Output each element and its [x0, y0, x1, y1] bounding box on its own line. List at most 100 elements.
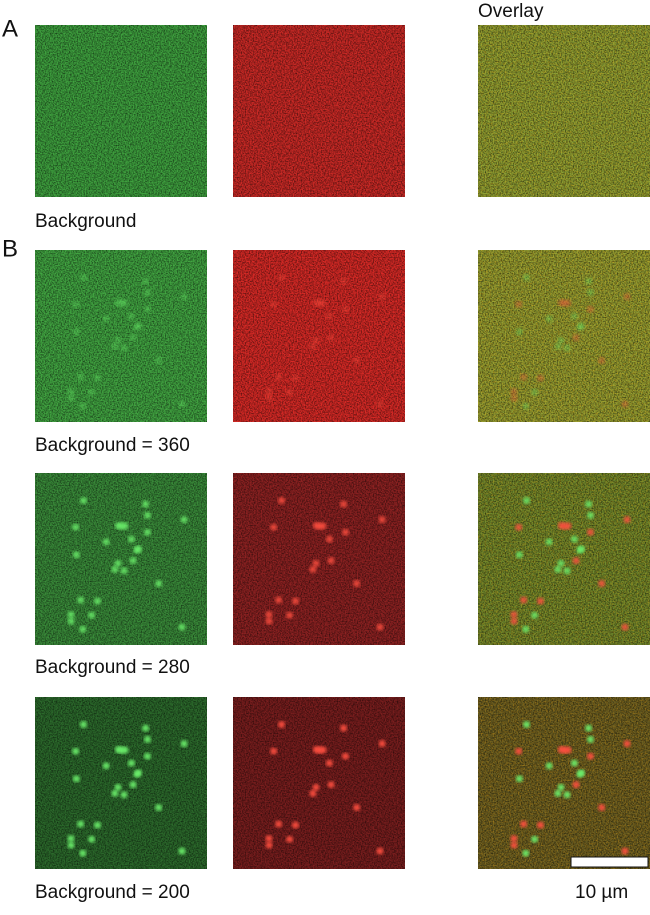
spot [88, 388, 96, 396]
image-texture [35, 697, 207, 869]
spot [515, 523, 523, 531]
spot [621, 400, 629, 408]
spot [291, 821, 299, 829]
spot [265, 835, 273, 843]
micrograph [478, 25, 650, 197]
spot [265, 388, 273, 396]
spot [523, 274, 531, 282]
spot [67, 388, 75, 396]
spot [270, 523, 278, 531]
spot [376, 400, 384, 408]
spot [265, 394, 273, 402]
spot [72, 328, 80, 336]
spot [598, 356, 606, 364]
spot [129, 557, 137, 565]
image-texture [35, 25, 207, 197]
spot [155, 579, 163, 587]
spot [67, 835, 75, 843]
spot [557, 336, 565, 344]
spot [178, 400, 186, 408]
spot [325, 535, 333, 543]
spot [114, 559, 122, 567]
spot [88, 611, 96, 619]
spot [102, 315, 110, 323]
spot [341, 305, 349, 313]
spot [178, 847, 186, 855]
spot [93, 821, 101, 829]
micrograph [478, 697, 650, 869]
spot [143, 752, 151, 760]
spot [545, 538, 553, 546]
panel-label: B [2, 235, 18, 262]
spot [340, 500, 348, 508]
spot [286, 388, 294, 396]
spot [129, 334, 137, 342]
spot [118, 522, 126, 530]
spot [309, 789, 317, 797]
spot [114, 783, 122, 791]
spot [67, 394, 75, 402]
spot [531, 611, 539, 619]
spot [515, 300, 523, 308]
spot [120, 791, 128, 799]
spot [536, 821, 544, 829]
spot [286, 835, 294, 843]
spot [572, 781, 580, 789]
spot [598, 803, 606, 811]
micrograph [233, 473, 405, 645]
spot [623, 516, 631, 524]
spot [561, 522, 569, 530]
spot [523, 497, 531, 505]
spot [80, 721, 88, 729]
spot [127, 312, 135, 320]
spot [586, 752, 594, 760]
spot [127, 759, 135, 767]
spot [67, 841, 75, 849]
spot [265, 617, 273, 625]
spot [67, 617, 75, 625]
spot [570, 535, 578, 543]
spot [316, 522, 324, 530]
spot [621, 847, 629, 855]
spot [621, 623, 629, 631]
spot [143, 305, 151, 313]
spot [143, 511, 151, 519]
spot [570, 759, 578, 767]
spot [72, 551, 80, 559]
spot [515, 551, 523, 559]
spot [522, 849, 530, 857]
spot [79, 625, 87, 633]
image-texture [35, 473, 207, 645]
spot [275, 596, 283, 604]
spot [510, 611, 518, 619]
micrograph [35, 250, 207, 422]
spot [135, 322, 143, 330]
spot [510, 394, 518, 402]
spot [77, 820, 85, 828]
spot [275, 373, 283, 381]
micrograph [233, 250, 405, 422]
spot [102, 538, 110, 546]
spot [291, 374, 299, 382]
spot [142, 277, 150, 285]
spot [341, 752, 349, 760]
spot [325, 312, 333, 320]
spot [77, 373, 85, 381]
spot [515, 747, 523, 755]
column-header: Overlay [478, 1, 544, 22]
spot [77, 596, 85, 604]
row-caption: Background [35, 211, 136, 232]
scale-bar [570, 856, 649, 868]
panel-label: A [2, 15, 18, 42]
spot [180, 740, 188, 748]
spot [143, 735, 151, 743]
spot [378, 293, 386, 301]
spot [586, 528, 594, 536]
spot [270, 300, 278, 308]
spot [623, 740, 631, 748]
spot [155, 803, 163, 811]
spot [522, 402, 530, 410]
micrograph [233, 697, 405, 869]
spot [510, 835, 518, 843]
